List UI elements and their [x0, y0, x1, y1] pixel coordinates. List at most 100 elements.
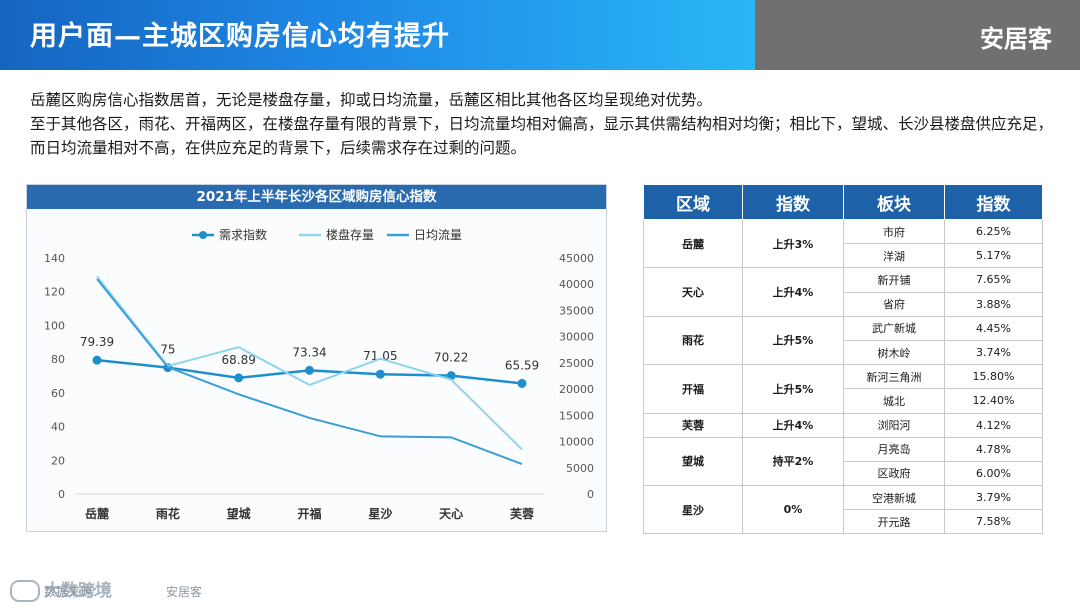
block-index-cell: 12.40%: [944, 388, 1043, 414]
block-index-cell: 5.17%: [944, 243, 1043, 269]
data-label: 75: [160, 343, 175, 357]
table-row: 城北 12.40%: [644, 388, 1043, 414]
table-row: 岳麓 上升3% 市府 6.25%: [643, 218, 1043, 269]
intro-text: 岳麓区购房信心指数居首，无论是楼盘存量，抑或日均流量，岳麓区相比其他各区均呈现绝…: [30, 88, 1060, 160]
data-point: [375, 369, 385, 379]
region-cell: 望城: [643, 436, 743, 487]
brand-logo: 安居客: [980, 25, 1052, 53]
block-name-cell: 树木岭: [843, 339, 945, 366]
y-left-tick-label: 140: [44, 252, 65, 265]
y-right-tick-label: 20000: [559, 383, 594, 396]
data-source: 数据来源： 安居客: [44, 583, 202, 600]
block-index-cell: 6.25%: [944, 218, 1043, 245]
region-cell: 雨花: [643, 315, 743, 366]
chart-panel: 2021年上半年长沙各区域购房信心指数 0 20 40 60 80 100 120 140 0 5…: [26, 184, 607, 532]
y-right-tick-label: 15000: [559, 409, 594, 422]
data-label: 65.59: [505, 358, 539, 372]
block-index-cell: 15.80%: [944, 364, 1043, 390]
table-header-row: 区域 指数 板块 指数: [643, 184, 1043, 220]
block-index-cell: 3.74%: [944, 339, 1043, 366]
x-tick-label: 开福: [297, 506, 321, 521]
y-right-tick-label: 30000: [559, 331, 594, 344]
y-left-tick-label: 100: [44, 319, 65, 332]
legend-label: 日均流量: [414, 228, 462, 242]
block-name-cell: 新开铺: [843, 267, 945, 293]
table-row: 天心 上升4% 新开铺 7.65%: [643, 267, 1043, 317]
source-value: 安居客: [166, 585, 203, 599]
header-title-panel: 用户面—主城区购房信心均有提升: [0, 0, 755, 70]
x-tick-label: 芙蓉: [509, 506, 535, 521]
table-row: 开福 上升5% 新河三角洲 15.80%: [643, 364, 1043, 414]
table-row: 洋湖 5.17%: [644, 243, 1043, 269]
region-cell: 天心: [643, 267, 743, 317]
data-label: 79.39: [80, 335, 114, 349]
region-cell: 芙蓉: [643, 412, 743, 438]
x-tick-label: 岳麓: [85, 506, 110, 521]
block-name-cell: 区政府: [843, 460, 945, 487]
region-cell: 岳麓: [643, 218, 743, 269]
table-row: 省府 3.88%: [644, 291, 1043, 317]
data-point: [234, 373, 244, 383]
table-row: 区政府 6.00%: [644, 460, 1043, 487]
y-right-tick-label: 10000: [559, 436, 594, 449]
y-left-tick-label: 120: [44, 286, 65, 299]
table-row: 雨花 上升5% 武广新城 4.45%: [643, 315, 1043, 366]
y-left-tick-label: 60: [51, 387, 65, 400]
block-name-cell: 城北: [843, 388, 945, 414]
block-index-cell: 7.65%: [944, 267, 1043, 293]
block-name-cell: 市府: [843, 218, 945, 245]
data-label: 71.05: [363, 349, 397, 363]
watermark-icon: [10, 580, 40, 602]
y-right-tick-label: 5000: [566, 462, 594, 475]
y-left-tick-label: 40: [51, 421, 65, 434]
region-index-cell: 持平2%: [742, 436, 844, 487]
watermark-text: 大数跨境: [44, 581, 112, 601]
block-name-cell: 月亮岛: [843, 436, 945, 462]
x-tick-label: 望城: [227, 506, 251, 521]
block-name-cell: 洋湖: [843, 243, 945, 269]
header-brand-panel: 安居客: [755, 0, 1080, 70]
region-index-cell: 上升3%: [742, 218, 844, 269]
region-index-cell: 上升4%: [742, 267, 844, 317]
region-index-cell: 上升5%: [742, 364, 844, 414]
block-name-cell: 新河三角洲: [843, 364, 945, 390]
region-cell: 星沙: [643, 485, 743, 535]
y-right-tick-label: 35000: [559, 304, 594, 317]
block-index-cell: 3.79%: [944, 485, 1043, 511]
chart-title: 2021年上半年长沙各区域购房信心指数: [27, 185, 606, 209]
block-name-cell: 武广新城: [843, 315, 945, 341]
region-index-cell: 上升5%: [742, 315, 844, 366]
header-index: 指数: [742, 184, 844, 220]
source-label: 数据来源：: [44, 585, 105, 599]
block-name-cell: 开元路: [843, 509, 945, 535]
series-line-2: [96, 278, 523, 466]
table-row: 星沙 0% 空港新城 3.79%: [643, 485, 1043, 535]
block-name-cell: 浏阳河: [843, 412, 945, 438]
intro-line-2: 至于其他各区，雨花、开福两区，在楼盘存量有限的背景下，日均流量均相对偏高，显示其…: [30, 115, 1054, 157]
data-point: [446, 371, 456, 381]
header-region: 区域: [643, 184, 743, 220]
data-label: 68.89: [221, 353, 255, 367]
x-tick-label: 雨花: [156, 506, 180, 521]
table-row: 开元路 7.58%: [644, 509, 1043, 535]
header-bar: 用户面—主城区购房信心均有提升 安居客: [0, 0, 1080, 70]
block-index-cell: 7.58%: [944, 509, 1043, 535]
y-left-tick-label: 80: [51, 353, 65, 366]
y-left-tick-label: 0: [58, 488, 65, 501]
region-index-cell: 上升4%: [742, 412, 844, 438]
data-label: 73.34: [292, 345, 326, 359]
table-row: 树木岭 3.74%: [644, 339, 1043, 366]
block-name-cell: 空港新城: [843, 485, 945, 511]
header-block: 板块: [843, 184, 945, 220]
region-index-cell: 0%: [742, 485, 844, 535]
data-point: [517, 378, 527, 388]
legend-marker: [199, 231, 207, 239]
index-table: 区域 指数 板块 指数 岳麓 上升3% 市府 6.25% 洋湖 5.17% 天心 上升4% 新开…: [643, 184, 1043, 535]
block-index-cell: 4.12%: [944, 412, 1043, 438]
page-title: 用户面—主城区购房信心均有提升: [30, 21, 450, 52]
y-right-tick-label: 45000: [559, 252, 594, 265]
block-name-cell: 省府: [843, 291, 945, 317]
watermark-logo: 大数跨境: [10, 576, 112, 602]
table-row: 望城 持平2% 月亮岛 4.78%: [643, 436, 1043, 487]
line-chart: 0 20 40 60 80 100 120 140 0 5000 10000 15000 20000 25…: [44, 227, 594, 521]
